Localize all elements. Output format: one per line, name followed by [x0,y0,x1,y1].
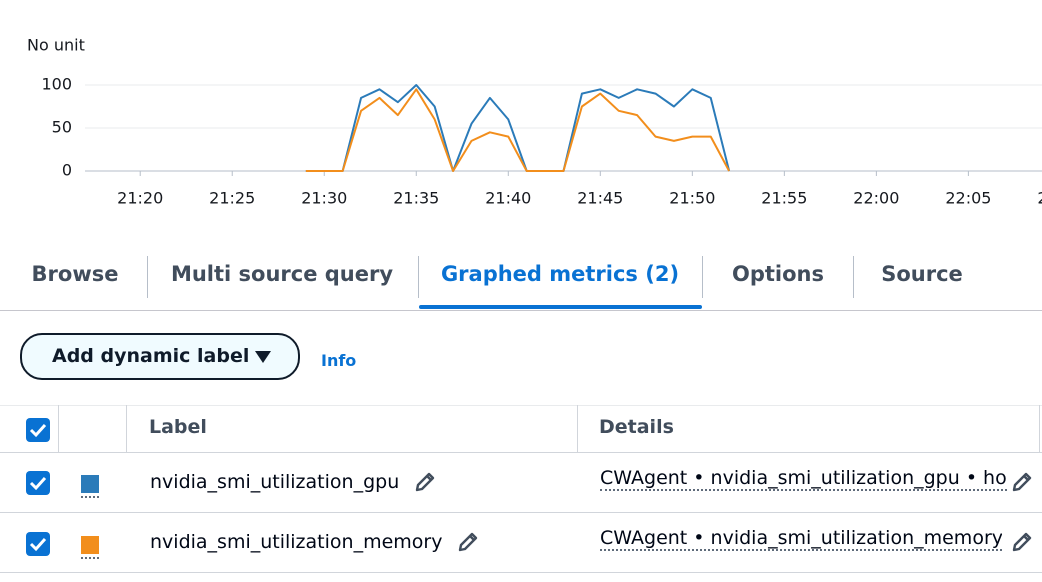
metric-label: nvidia_smi_utilization_memory [150,531,443,553]
chart: No unit 0 50 100 21:20 21:25 21:30 21:35 21:40 2… [27,36,1042,208]
x-tick-label: 21:30 [301,189,347,208]
y-axis-label: No unit [27,36,85,55]
column-divider [58,405,59,452]
x-tick-label: 21:40 [485,189,531,208]
tab[interactable]: Browse [31,262,119,286]
tab-separator [853,256,854,298]
tab-active[interactable]: Graphed metrics (2) [440,262,680,286]
tab-separator [702,256,703,298]
metric-label: nvidia_smi_utilization_gpu [150,471,400,493]
x-tick-label: 21:55 [761,189,807,208]
row-checkbox[interactable] [26,532,50,556]
y-tick-label: 100 [41,75,72,94]
tab[interactable]: Options [732,262,824,286]
x-tick-label: 21:50 [669,189,715,208]
info-link[interactable]: Info [321,351,357,370]
metric-details: CWAgent • nvidia_smi_utilization_memory [600,527,1002,551]
column-divider [1039,405,1040,452]
x-tick-label: 22:05 [945,189,991,208]
caret-icon [255,351,271,363]
dynamic-label-button[interactable]: Add dynamic label [20,333,300,380]
column-header[interactable]: Label [149,416,207,438]
row-divider [0,452,1042,453]
x-tick-label: 21:20 [117,189,163,208]
color-swatch[interactable] [81,475,99,498]
x-tick-label: 22:10 [1037,189,1042,208]
column-divider [126,405,127,452]
edit-icon[interactable] [1010,530,1034,554]
x-tick-label: 21:35 [393,189,439,208]
edit-icon[interactable] [456,530,480,554]
x-tick-label: 22:00 [853,189,899,208]
x-tick-label: 21:25 [209,189,255,208]
metric-details: CWAgent • nvidia_smi_utilization_gpu • h… [600,467,1007,491]
tab-separator [147,256,148,298]
tab-underline [419,305,702,309]
select-all-checkbox[interactable] [26,418,50,442]
row-checkbox[interactable] [26,471,50,495]
series-line [305,84,731,172]
tab[interactable]: Source [881,262,963,286]
y-tick-label: 50 [52,118,72,137]
edit-icon[interactable] [1010,470,1034,494]
series-line [305,88,731,172]
color-swatch[interactable] [81,536,99,559]
edit-icon[interactable] [413,470,437,494]
tabs-divider [0,310,1042,311]
column-header[interactable]: Details [599,416,674,438]
row-divider [0,512,1042,513]
column-divider [577,405,578,452]
tab[interactable]: Multi source query [170,262,394,286]
y-tick-label: 0 [62,161,72,180]
button-text: Add dynamic label [52,345,250,367]
row-divider [0,572,1042,573]
tab-separator [418,256,419,298]
x-tick-label: 21:45 [577,189,623,208]
table-top [0,405,1042,406]
